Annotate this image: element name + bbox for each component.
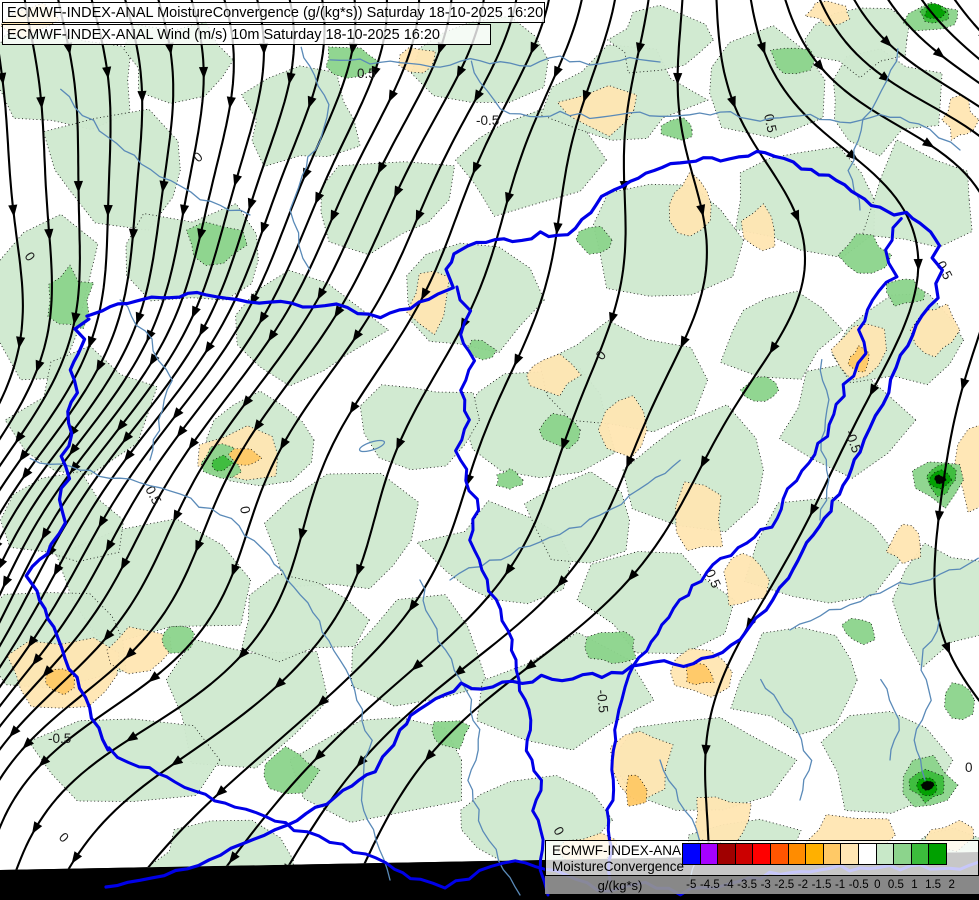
title-text-1: ECMWF-INDEX-ANAL MoistureConvergence (g/… [7,5,544,21]
legend-swatch [734,843,754,865]
legend-swatch [840,843,859,865]
legend-parameter-label: MoistureConvergence [552,859,685,874]
contour-label: -0.5 [594,689,611,713]
legend-units-bar: g/(kg*s) -5 -4.5 -4 -3.5 -3 -2.5 -2 -1.5 -1 -0.5 0… [545,876,979,894]
title-line-wind: ECMWF-INDEX-ANAL Wind (m/s) 10m Saturday… [2,24,491,45]
legend-tick: 0 [874,879,881,891]
legend-swatch [805,843,824,865]
contour-label: -0.5 [476,113,499,128]
legend-tick: -1 [834,879,846,891]
legend-swatch [787,843,807,865]
legend-tick: -3.5 [737,879,758,891]
legend-tick: -4 [723,879,734,891]
legend-swatch [699,843,719,865]
contour-label: -0.5 [48,731,71,746]
contour-label: -0.5 [842,428,864,455]
legend-swatch [769,843,789,865]
legend-swatch [682,843,701,865]
legend-units-label: g/(kg*s) [597,878,643,893]
legend-tick: -2.5 [774,879,795,891]
legend-tick: -0.5 [848,879,869,891]
contour-label: 0 [965,760,973,775]
legend-tick: 0.5 [887,879,904,891]
legend-swatch [717,843,736,865]
contour-label: 0 [237,505,253,515]
legend-tick: -5 [686,879,697,891]
legend-tick: -3 [760,879,771,891]
river-layer [29,46,979,896]
legend-tick: 1.5 [925,879,942,891]
legend-tick: 1 [911,879,918,891]
legend-panel: ECMWF-INDEX-ANAL MoistureConvergence [545,840,979,876]
country-border-hungary [85,149,944,889]
legend-color-scale [682,843,947,865]
lake-balaton [358,439,386,453]
title-text-2: ECMWF-INDEX-ANAL Wind (m/s) 10m Saturday… [7,27,440,43]
legend-swatch [875,843,895,865]
legend-swatch [822,843,842,865]
legend-swatch [857,843,877,865]
legend-swatch [928,843,947,865]
legend-tick: 2 [948,879,955,891]
legend-swatch [910,843,930,865]
contour-label: 0.5 [357,66,376,81]
legend-tick: -1.5 [811,879,832,891]
legend-swatch [752,843,771,865]
country-border-hungary [24,317,110,752]
legend-model-label: ECMWF-INDEX-ANAL [552,843,689,858]
legend-swatch [893,843,912,865]
title-line-moisture-convergence: ECMWF-INDEX-ANAL MoistureConvergence (g/… [2,2,545,23]
legend-tick: -2 [797,879,809,891]
legend-tick: -4.5 [699,879,720,891]
